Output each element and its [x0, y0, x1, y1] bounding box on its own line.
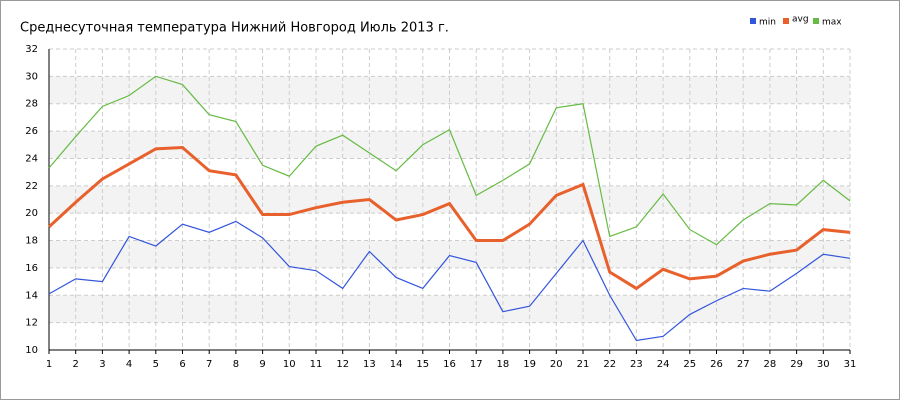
x-tick-label: 11 [310, 359, 323, 370]
x-tick-label: 3 [99, 359, 105, 370]
x-tick-label: 5 [153, 359, 159, 370]
x-tick-label: 25 [683, 359, 696, 370]
x-tick-label: 29 [790, 359, 803, 370]
y-tick-label: 14 [25, 290, 38, 301]
line-series [47, 145, 851, 291]
x-tick-label: 31 [844, 359, 857, 370]
x-tick-label: 14 [390, 359, 403, 370]
x-tick-label: 7 [206, 359, 212, 370]
x-tick-label: 23 [630, 359, 643, 370]
y-tick-label: 20 [25, 208, 38, 219]
x-tick-label: 17 [470, 359, 483, 370]
legend-swatch [750, 18, 756, 24]
x-tick-label: 4 [126, 359, 132, 370]
x-tick-label: 24 [657, 359, 670, 370]
x-tick-label: 6 [179, 359, 185, 370]
legend-label: min [759, 18, 776, 28]
x-tick-label: 8 [233, 359, 239, 370]
x-tick-label: 26 [710, 359, 723, 370]
legend-label: avg [792, 15, 809, 25]
legend-swatch [783, 18, 789, 24]
x-tick-label: 10 [283, 359, 296, 370]
x-tick-label: 15 [416, 359, 429, 370]
y-tick-label: 12 [25, 318, 38, 329]
x-tick-label: 13 [363, 359, 376, 370]
y-tick-label: 26 [25, 126, 38, 137]
x-tick-label: 12 [336, 359, 349, 370]
y-tick-label: 24 [25, 153, 38, 164]
x-tick-label: 19 [523, 359, 536, 370]
x-tick-label: 27 [737, 359, 750, 370]
line-series [48, 220, 851, 342]
x-tick-label: 2 [73, 359, 79, 370]
y-tick-label: 22 [25, 181, 38, 192]
x-tick-label: 9 [259, 359, 265, 370]
legend-swatch [813, 18, 819, 24]
y-tick-label: 30 [25, 71, 38, 82]
x-tick-label: 16 [443, 359, 456, 370]
x-tick-label: 18 [497, 359, 510, 370]
x-tick-label: 21 [577, 359, 590, 370]
x-tick-label: 28 [764, 359, 777, 370]
y-tick-label: 10 [25, 345, 38, 356]
y-tick-label: 32 [25, 44, 38, 55]
line-series [48, 75, 851, 246]
chart-title: Среднесуточная температура Нижний Новгор… [20, 21, 449, 36]
legend-label: max [822, 18, 842, 28]
x-tick-label: 30 [817, 359, 830, 370]
y-tick-label: 16 [25, 263, 38, 274]
x-tick-label: 22 [603, 359, 616, 370]
x-tick-label: 20 [550, 359, 563, 370]
y-tick-label: 18 [25, 236, 38, 247]
x-tick-label: 1 [46, 359, 52, 370]
y-tick-label: 28 [25, 99, 38, 110]
